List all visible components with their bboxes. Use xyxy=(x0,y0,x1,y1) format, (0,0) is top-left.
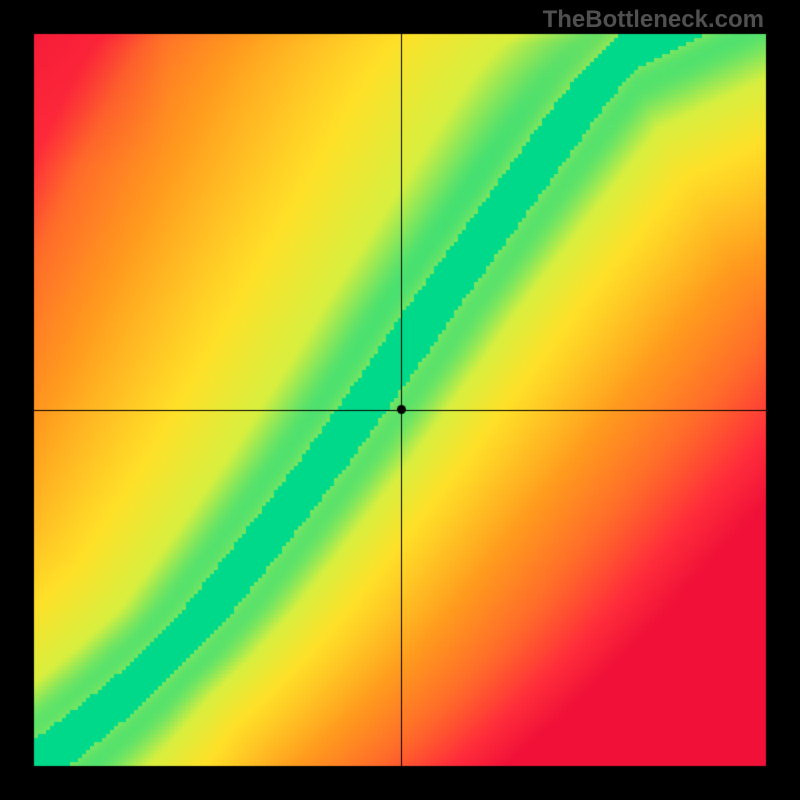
watermark-text: TheBottleneck.com xyxy=(543,6,764,34)
bottleneck-heatmap xyxy=(0,0,800,800)
